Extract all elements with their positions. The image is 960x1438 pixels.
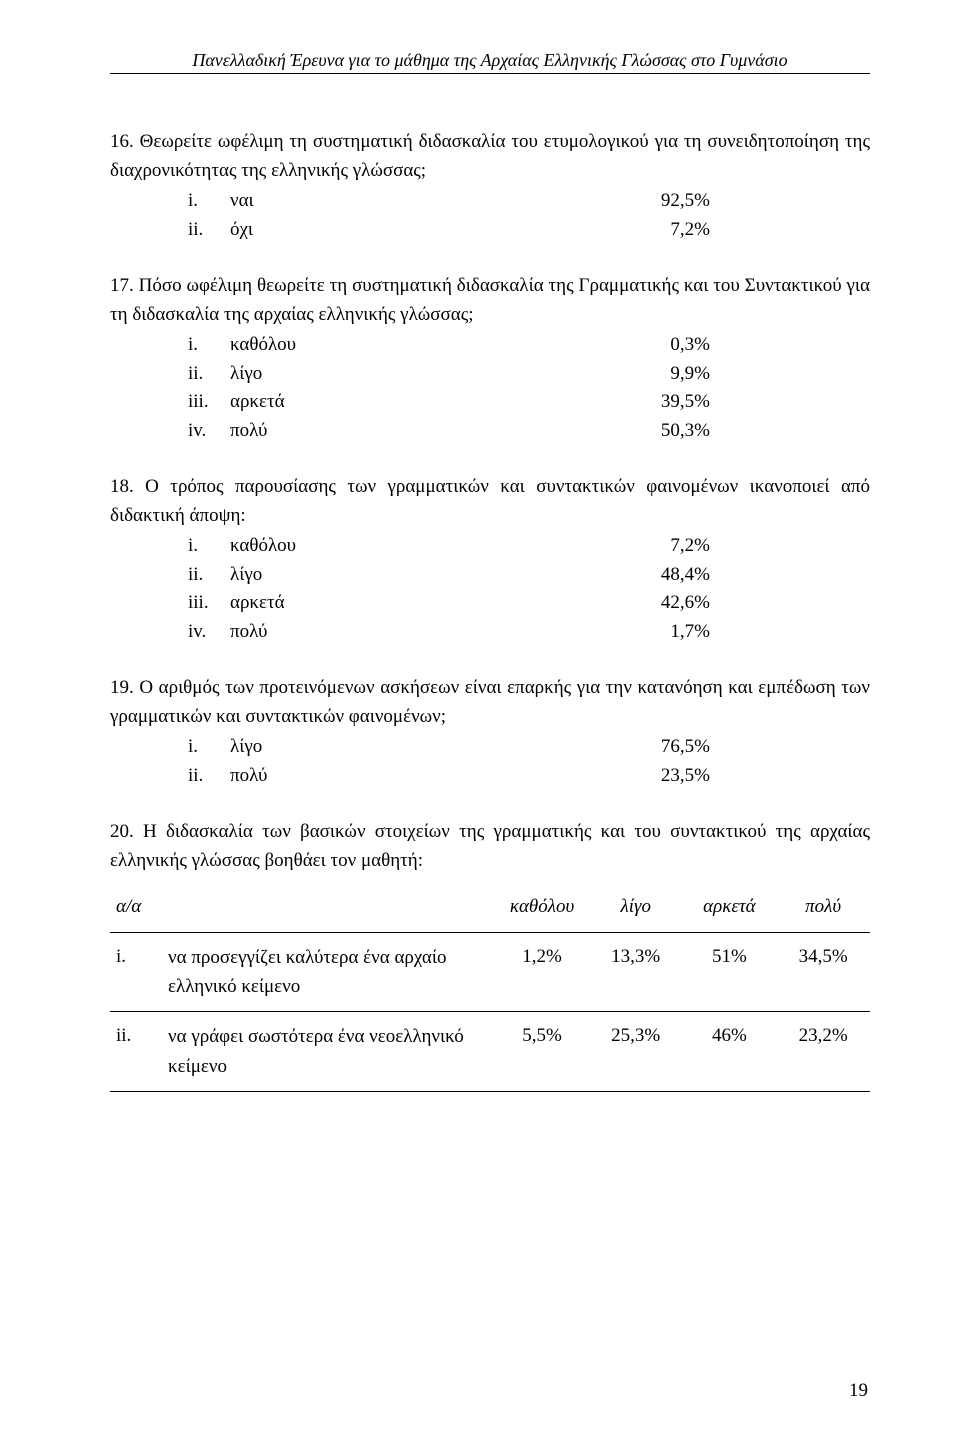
col-header-ligo: λίγο	[589, 883, 683, 932]
running-header: Πανελλαδική Έρευνα για το μάθημα της Αρχ…	[110, 50, 870, 74]
option-label: όχι	[230, 216, 630, 245]
cell-desc: να προσεγγίζει καλύτερα ένα αρχαίο ελλην…	[162, 932, 495, 1012]
page-number: 19	[849, 1380, 868, 1402]
col-header-arketa: αρκετά	[683, 883, 777, 932]
question-20-table-wrap: α/α καθόλου λίγο αρκετά πολύ i. να προσε…	[110, 883, 870, 1092]
question-20-number: 20.	[110, 821, 134, 842]
option-label: λίγο	[230, 561, 630, 590]
option-label: αρκετά	[230, 589, 630, 618]
cell-value: 5,5%	[495, 1012, 589, 1092]
option-row: i. λίγο 76,5%	[188, 733, 870, 762]
option-label: καθόλου	[230, 532, 630, 561]
option-value: 39,5%	[630, 388, 870, 417]
option-marker: ii.	[188, 360, 230, 389]
option-marker: i.	[188, 331, 230, 360]
cell-value: 13,3%	[589, 932, 683, 1012]
question-16-options: i. ναι 92,5% ii. όχι 7,2%	[110, 187, 870, 244]
table-row: ii. να γράφει σωστότερα ένα νεοελληνικό …	[110, 1012, 870, 1092]
option-value: 48,4%	[630, 561, 870, 590]
option-value: 7,2%	[630, 216, 870, 245]
question-20: 20. Η διδασκαλία των βασικών στοιχείων τ…	[110, 818, 870, 1092]
question-18-body: Ο τρόπος παρουσίασης των γραμματικών και…	[110, 476, 870, 526]
question-20-table: α/α καθόλου λίγο αρκετά πολύ i. να προσε…	[110, 883, 870, 1092]
option-row: ii. λίγο 48,4%	[188, 561, 870, 590]
option-label: ναι	[230, 187, 630, 216]
question-16-text: 16. Θεωρείτε ωφέλιμη τη συστηματική διδα…	[110, 128, 870, 185]
cell-desc: να γράφει σωστότερα ένα νεοελληνικό κείμ…	[162, 1012, 495, 1092]
option-row: i. καθόλου 0,3%	[188, 331, 870, 360]
cell-value: 23,2%	[776, 1012, 870, 1092]
option-row: ii. όχι 7,2%	[188, 216, 870, 245]
option-marker: i.	[188, 733, 230, 762]
option-value: 7,2%	[630, 532, 870, 561]
option-label: καθόλου	[230, 331, 630, 360]
question-17-text: 17. Πόσο ωφέλιμη θεωρείτε τη συστηματική…	[110, 272, 870, 329]
option-value: 50,3%	[630, 417, 870, 446]
cell-value: 46%	[683, 1012, 777, 1092]
col-header-katholou: καθόλου	[495, 883, 589, 932]
question-18-text: 18. Ο τρόπος παρουσίασης των γραμματικών…	[110, 473, 870, 530]
option-marker: iii.	[188, 388, 230, 417]
option-value: 92,5%	[630, 187, 870, 216]
table-row: i. να προσεγγίζει καλύτερα ένα αρχαίο ελ…	[110, 932, 870, 1012]
option-label: πολύ	[230, 762, 630, 791]
option-marker: iv.	[188, 618, 230, 647]
question-19-text: 19. Ο αριθμός των προτεινόμενων ασκήσεων…	[110, 674, 870, 731]
cell-value: 25,3%	[589, 1012, 683, 1092]
question-16-number: 16.	[110, 131, 134, 152]
option-value: 9,9%	[630, 360, 870, 389]
cell-marker: ii.	[110, 1012, 162, 1092]
cell-value: 51%	[683, 932, 777, 1012]
option-value: 76,5%	[630, 733, 870, 762]
option-label: αρκετά	[230, 388, 630, 417]
question-17-body: Πόσο ωφέλιμη θεωρείτε τη συστηματική διδ…	[110, 275, 870, 325]
option-label: λίγο	[230, 733, 630, 762]
question-19: 19. Ο αριθμός των προτεινόμενων ασκήσεων…	[110, 674, 870, 790]
question-18-number: 18.	[110, 476, 134, 497]
option-label: πολύ	[230, 618, 630, 647]
col-header-aa: α/α	[110, 883, 162, 932]
question-20-body: Η διδασκαλία των βασικών στοιχείων της γ…	[110, 821, 870, 871]
option-marker: i.	[188, 187, 230, 216]
table-header-row: α/α καθόλου λίγο αρκετά πολύ	[110, 883, 870, 932]
question-17-options: i. καθόλου 0,3% ii. λίγο 9,9% iii. αρκετ…	[110, 331, 870, 445]
question-16: 16. Θεωρείτε ωφέλιμη τη συστηματική διδα…	[110, 128, 870, 244]
option-value: 0,3%	[630, 331, 870, 360]
option-value: 23,5%	[630, 762, 870, 791]
option-marker: iii.	[188, 589, 230, 618]
option-label: λίγο	[230, 360, 630, 389]
question-20-text: 20. Η διδασκαλία των βασικών στοιχείων τ…	[110, 818, 870, 875]
question-17-number: 17.	[110, 275, 134, 296]
option-row: iv. πολύ 1,7%	[188, 618, 870, 647]
col-header-desc	[162, 883, 495, 932]
option-marker: ii.	[188, 561, 230, 590]
question-18: 18. Ο τρόπος παρουσίασης των γραμματικών…	[110, 473, 870, 646]
option-marker: ii.	[188, 762, 230, 791]
question-19-body: Ο αριθμός των προτεινόμενων ασκήσεων είν…	[110, 677, 870, 727]
question-18-options: i. καθόλου 7,2% ii. λίγο 48,4% iii. αρκε…	[110, 532, 870, 646]
page: Πανελλαδική Έρευνα για το μάθημα της Αρχ…	[0, 0, 960, 1438]
cell-marker: i.	[110, 932, 162, 1012]
option-row: iii. αρκετά 39,5%	[188, 388, 870, 417]
option-value: 42,6%	[630, 589, 870, 618]
option-marker: iv.	[188, 417, 230, 446]
option-marker: ii.	[188, 216, 230, 245]
option-row: iv. πολύ 50,3%	[188, 417, 870, 446]
option-row: ii. λίγο 9,9%	[188, 360, 870, 389]
cell-value: 1,2%	[495, 932, 589, 1012]
option-row: i. καθόλου 7,2%	[188, 532, 870, 561]
cell-value: 34,5%	[776, 932, 870, 1012]
option-row: ii. πολύ 23,5%	[188, 762, 870, 791]
question-17: 17. Πόσο ωφέλιμη θεωρείτε τη συστηματική…	[110, 272, 870, 445]
question-19-options: i. λίγο 76,5% ii. πολύ 23,5%	[110, 733, 870, 790]
option-row: i. ναι 92,5%	[188, 187, 870, 216]
option-row: iii. αρκετά 42,6%	[188, 589, 870, 618]
question-16-body: Θεωρείτε ωφέλιμη τη συστηματική διδασκαλ…	[110, 131, 870, 181]
option-value: 1,7%	[630, 618, 870, 647]
question-19-number: 19.	[110, 677, 134, 698]
option-marker: i.	[188, 532, 230, 561]
option-label: πολύ	[230, 417, 630, 446]
col-header-poly: πολύ	[776, 883, 870, 932]
